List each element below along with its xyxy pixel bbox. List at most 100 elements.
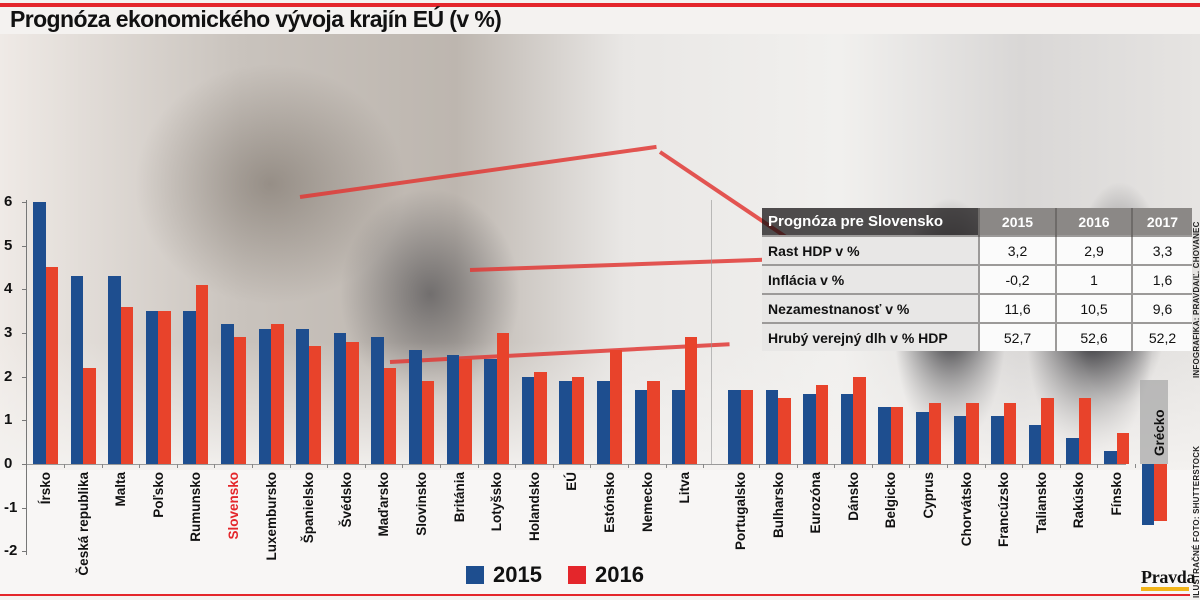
cell-value: 1	[1055, 264, 1132, 294]
x-tick-mark	[64, 464, 65, 468]
table-header-row: Prognóza pre Slovensko 2015 2016 2017	[762, 208, 1192, 236]
bar-2016	[890, 407, 904, 464]
bar-2016	[740, 389, 753, 464]
table-row: Inflácia v % -0,2 1 1,6	[762, 264, 1192, 294]
greece-label-background	[1140, 380, 1168, 464]
bar-2015	[765, 389, 779, 464]
y-tick-mark	[22, 376, 27, 378]
lower-background	[0, 470, 1200, 595]
bar-2016	[1041, 398, 1054, 464]
x-tick-mark	[947, 464, 948, 468]
y-tick-mark	[22, 507, 27, 509]
x-tick-mark	[515, 464, 517, 468]
row-label: Hrubý verejný dlh v % HDP	[762, 322, 979, 351]
x-axis-label: Rumunsko	[188, 472, 204, 542]
x-tick-mark	[796, 464, 798, 468]
bar-2016	[496, 332, 510, 464]
y-tick-label: 0	[4, 455, 13, 472]
bar-2015	[484, 359, 497, 464]
x-tick-mark	[214, 464, 216, 468]
bar-2015	[409, 350, 422, 464]
bar-2016	[1154, 464, 1167, 521]
y-tick-label: 4	[4, 280, 13, 298]
x-tick-mark	[477, 464, 479, 468]
bar-2016	[383, 367, 397, 464]
bar-2015	[597, 380, 610, 464]
x-tick-mark	[871, 464, 873, 468]
x-tick-mark	[364, 464, 366, 468]
bar-2016	[571, 376, 585, 464]
y-tick-label: 6	[4, 192, 13, 210]
bar-2015	[1028, 424, 1042, 464]
y-tick-mark	[22, 420, 27, 422]
x-axis-label: Poľsko	[150, 472, 166, 518]
cell-value: 10,5	[1055, 293, 1132, 323]
x-axis-label: Litva	[677, 472, 693, 504]
x-axis-label: Cyprus	[921, 472, 936, 519]
cell-value: 2,9	[1055, 235, 1132, 265]
legend-item-2016: 2016	[568, 562, 644, 588]
x-axis-label: Dánsko	[845, 472, 861, 521]
bar-2016	[778, 398, 791, 464]
bar-2016	[534, 372, 547, 464]
bar-2015	[521, 376, 535, 464]
y-tick-mark	[22, 289, 27, 291]
cell-value: 1,6	[1131, 264, 1192, 294]
y-tick-mark	[22, 201, 27, 203]
bar-2015	[728, 389, 741, 464]
x-axis-label: Maďarsko	[376, 472, 392, 537]
cell-value: 3,2	[978, 235, 1056, 265]
bar-2015	[840, 394, 854, 464]
cell-value: 9,6	[1131, 293, 1192, 323]
bar-2016	[195, 284, 209, 464]
cell-value: 3,3	[1131, 235, 1192, 265]
x-tick-mark	[984, 464, 986, 468]
x-tick-mark	[440, 464, 441, 468]
x-axis-label: Španielsko	[301, 472, 317, 544]
y-tick-mark	[22, 245, 27, 247]
x-axis-label: Portugalsko	[733, 472, 748, 551]
cell-value: 52,2	[1131, 322, 1192, 351]
bar-2016	[83, 367, 96, 464]
x-tick-mark	[327, 464, 329, 468]
bar-2016	[609, 350, 622, 464]
y-tick-label: 2	[4, 367, 13, 385]
x-tick-mark	[909, 464, 911, 468]
y-tick-mark	[22, 551, 27, 553]
x-axis-label: Slovinsko	[414, 472, 429, 536]
bar-2016	[1078, 398, 1092, 464]
bar-2016	[271, 324, 284, 464]
y-tick-label: -1	[4, 498, 18, 516]
x-axis-label: Slovensko	[226, 472, 241, 540]
x-axis-label: Rakúsko	[1071, 472, 1087, 529]
table-header-year: 2016	[1055, 208, 1132, 236]
bar-2015	[803, 394, 816, 464]
x-tick-mark	[759, 464, 760, 468]
x-tick-mark	[176, 464, 178, 468]
legend-swatch-2016	[568, 566, 586, 584]
y-tick-label: 3	[4, 323, 13, 341]
bar-2015	[878, 407, 891, 464]
x-tick-mark	[552, 464, 554, 468]
x-axis-label: Luxembursko	[263, 472, 279, 561]
x-tick-mark	[590, 464, 592, 468]
bar-2015	[296, 328, 309, 464]
bar-2016	[459, 359, 472, 464]
x-axis-label: Fínsko	[1109, 472, 1124, 516]
y-tick-label: 1	[4, 411, 13, 429]
x-axis-label: Chorvátsko	[958, 472, 974, 547]
row-label: Rast HDP v %	[762, 235, 979, 265]
legend-label: 2016	[595, 562, 644, 587]
page-title: Prognóza ekonomického vývoja krajín EÚ (…	[10, 6, 502, 32]
x-tick-mark	[289, 464, 291, 468]
bar-2016	[647, 380, 660, 464]
x-axis-label: Francúzsko	[996, 472, 1012, 548]
x-axis-label: Česká republika	[75, 472, 91, 576]
x-tick-mark	[628, 464, 629, 468]
bar-2015	[672, 389, 685, 464]
x-tick-mark	[252, 464, 253, 468]
bar-2016	[1003, 402, 1017, 464]
y-tick-mark	[22, 464, 27, 465]
bar-2015	[371, 337, 384, 464]
x-axis-label: Malta	[113, 472, 129, 507]
